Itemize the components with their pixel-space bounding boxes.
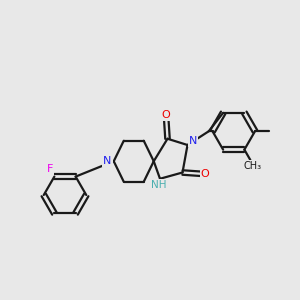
Text: F: F	[47, 164, 53, 174]
Text: NH: NH	[151, 180, 167, 190]
Text: N: N	[103, 156, 112, 166]
Text: O: O	[162, 110, 171, 120]
Text: CH₃: CH₃	[243, 160, 261, 170]
Text: N: N	[189, 136, 197, 146]
Text: O: O	[201, 169, 209, 179]
